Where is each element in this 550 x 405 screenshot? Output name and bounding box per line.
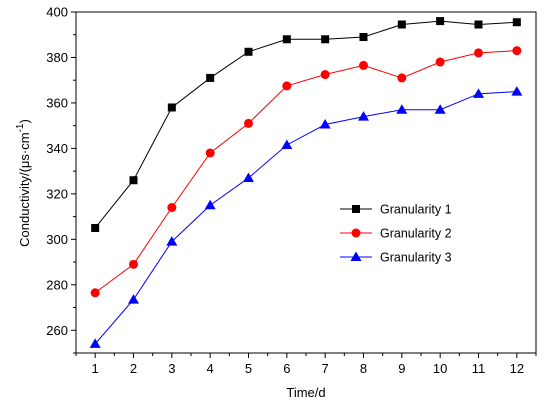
x-tick-label: 7 [322, 361, 329, 376]
legend-label: Granularity 2 [380, 227, 452, 241]
series-2 [90, 46, 522, 298]
data-point [359, 60, 368, 70]
x-tick-label: 10 [433, 361, 447, 376]
data-point [128, 294, 139, 304]
data-point [512, 46, 522, 56]
data-point [397, 73, 407, 83]
data-point [359, 33, 368, 42]
plot-frame [75, 11, 537, 354]
series-1 [91, 17, 521, 232]
data-point [243, 172, 254, 182]
data-point [166, 236, 178, 246]
data-point [206, 73, 215, 82]
legend-marker [351, 228, 361, 238]
legend-marker [350, 251, 362, 261]
x-tick-label: 9 [398, 361, 405, 376]
y-tick-label: 320 [46, 186, 68, 201]
y-axis-title-close: ) [17, 119, 32, 123]
x-tick-label: 12 [510, 361, 524, 376]
data-point [281, 139, 293, 149]
y-axis-title-main: Conductivity/(μs·cm [17, 132, 32, 246]
data-point [89, 338, 101, 348]
x-tick-label: 3 [168, 361, 175, 376]
x-axis-title: Time/d [286, 385, 325, 400]
data-point [91, 223, 100, 232]
y-tick-label: 380 [46, 50, 68, 65]
y-tick-label: 300 [46, 232, 68, 247]
data-point [473, 88, 484, 98]
data-point [129, 259, 138, 269]
data-point [282, 81, 292, 91]
series-layer [89, 17, 523, 348]
data-point [244, 118, 253, 128]
data-point [512, 18, 521, 27]
data-point [204, 199, 216, 210]
data-point [436, 17, 445, 26]
data-point [396, 104, 408, 114]
data-point [358, 111, 369, 121]
data-point [244, 47, 253, 56]
data-point [434, 104, 446, 114]
data-point [282, 35, 291, 44]
y-tick-label: 280 [46, 277, 68, 292]
y-tick-label: 400 [46, 5, 68, 20]
data-point [320, 70, 330, 80]
x-tick-label: 2 [130, 361, 137, 376]
y-tick-label: 340 [46, 141, 68, 156]
data-point [511, 86, 523, 96]
x-tick-label: 1 [92, 361, 99, 376]
x-tick-label: 6 [283, 361, 290, 376]
data-point [435, 57, 445, 67]
x-tick-label: 11 [472, 361, 486, 376]
x-tick-label: 5 [245, 361, 252, 376]
data-point [397, 20, 406, 29]
legend-label: Granularity 3 [380, 251, 452, 265]
series-line [94, 91, 517, 345]
series-3 [89, 86, 523, 348]
legend-marker [352, 205, 360, 213]
data-point [167, 203, 177, 213]
legend-item: Granularity 2 [340, 227, 452, 241]
data-point [319, 119, 331, 129]
legend-item: Granularity 1 [340, 203, 452, 217]
data-point [474, 48, 483, 58]
x-tick-label: 8 [360, 361, 367, 376]
series-line [94, 20, 517, 229]
x-tick-label: 4 [207, 361, 214, 376]
data-point [205, 148, 215, 158]
y-tick-label: 260 [46, 323, 68, 338]
y-axis-title: Conductivity/(μs·cm-1) [15, 119, 32, 247]
data-point [321, 35, 330, 44]
legend-item: Granularity 3 [340, 251, 452, 265]
data-point [167, 103, 176, 112]
legend-label: Granularity 1 [380, 203, 452, 217]
legend: Granularity 1 Granularity 2 Granularity 3 [340, 203, 452, 265]
data-point [474, 20, 483, 29]
data-point [90, 288, 100, 298]
y-tick-label: 360 [46, 95, 68, 110]
data-point [129, 176, 138, 185]
y-axis-title-sup: -1 [15, 123, 26, 132]
series-line [94, 50, 517, 294]
